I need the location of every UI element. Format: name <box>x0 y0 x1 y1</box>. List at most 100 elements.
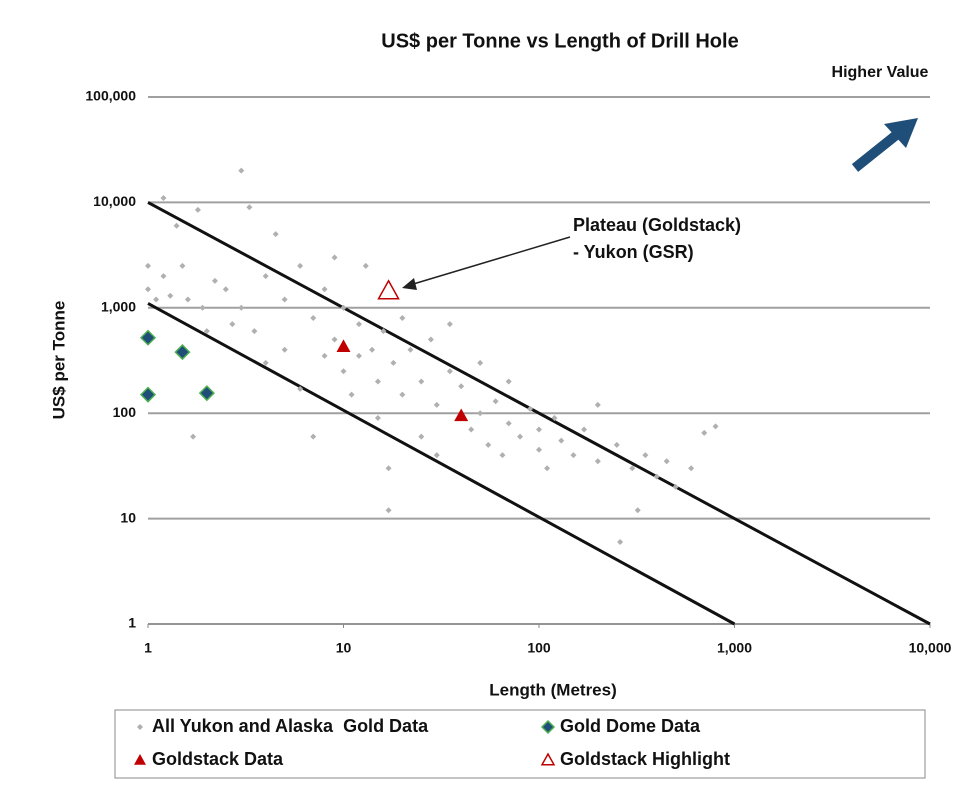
point <box>390 359 397 366</box>
point <box>174 344 191 361</box>
y-tick-label: 100 <box>113 404 137 420</box>
point <box>139 329 157 346</box>
y-axis-label: US$ per Tonne <box>49 301 68 420</box>
point <box>246 204 253 211</box>
point <box>492 398 499 405</box>
point <box>377 279 400 300</box>
x-tick-label: 1 <box>144 640 152 656</box>
point <box>517 433 524 440</box>
point <box>558 437 565 444</box>
point <box>477 359 484 366</box>
y-tick-label: 1 <box>128 615 136 631</box>
point <box>145 286 151 293</box>
point <box>194 206 201 213</box>
point <box>348 391 355 398</box>
point <box>653 473 660 480</box>
legend-marker <box>134 754 146 765</box>
point <box>418 378 425 385</box>
point <box>310 315 317 322</box>
point <box>321 286 328 293</box>
point <box>385 465 392 472</box>
point <box>380 328 387 335</box>
point <box>551 415 558 422</box>
point <box>262 273 269 280</box>
point <box>536 426 542 433</box>
point <box>167 292 174 299</box>
legend-label: Gold Dome Data <box>560 716 701 736</box>
point <box>505 378 512 385</box>
point <box>581 426 588 433</box>
point <box>418 433 425 440</box>
point <box>297 262 304 269</box>
x-tick-label: 10,000 <box>909 640 952 656</box>
point <box>642 452 649 459</box>
annotation-arrow <box>409 236 571 286</box>
point <box>485 441 492 448</box>
point <box>145 262 151 269</box>
point <box>262 359 269 366</box>
point <box>297 385 304 392</box>
higher-value-arrow <box>851 128 904 172</box>
point <box>153 296 160 303</box>
chart-title: US$ per Tonne vs Length of Drill Hole <box>381 30 738 52</box>
annotation-line: - Yukon (GSR) <box>573 242 694 262</box>
point <box>160 273 167 280</box>
point <box>594 401 601 408</box>
x-tick-label: 1,000 <box>717 640 752 656</box>
point <box>499 452 506 459</box>
point <box>160 195 167 202</box>
point <box>634 507 641 514</box>
point <box>629 465 636 472</box>
point <box>672 483 679 490</box>
y-tick-label: 10 <box>120 509 136 525</box>
point <box>190 433 197 440</box>
legend-label: Goldstack Highlight <box>560 749 730 769</box>
point <box>173 222 180 229</box>
point <box>399 391 406 398</box>
point <box>238 167 245 174</box>
legend-label: All Yukon and Alaska Gold Data <box>152 716 429 736</box>
point <box>570 452 577 459</box>
point <box>198 385 215 402</box>
legend-label: Goldstack Data <box>152 749 284 769</box>
point <box>385 507 392 514</box>
higher-value-arrowhead <box>884 118 918 148</box>
point <box>468 426 475 433</box>
point <box>251 328 258 335</box>
point <box>458 383 465 390</box>
point <box>399 315 406 322</box>
point <box>433 452 440 459</box>
point <box>179 262 186 269</box>
point <box>594 458 601 465</box>
point <box>238 304 245 311</box>
point <box>340 304 347 311</box>
legend-marker <box>540 752 556 766</box>
x-tick-label: 10 <box>336 640 352 656</box>
point <box>139 386 157 403</box>
point <box>355 321 362 328</box>
point <box>427 336 434 343</box>
point <box>184 296 191 303</box>
y-tick-label: 100,000 <box>85 88 136 104</box>
point <box>336 339 351 353</box>
point <box>362 262 369 269</box>
point <box>454 408 469 422</box>
point <box>407 346 414 353</box>
point <box>321 352 328 359</box>
point <box>374 378 381 385</box>
point <box>272 231 279 238</box>
point <box>433 401 440 408</box>
point <box>340 368 347 375</box>
reference-line <box>147 302 736 626</box>
corner-note: Higher Value <box>832 64 929 81</box>
x-axis-label: Length (Metres) <box>489 680 617 699</box>
point <box>613 441 620 448</box>
annotation-arrowhead <box>402 278 417 290</box>
y-tick-label: 1,000 <box>101 299 136 315</box>
point <box>374 415 381 422</box>
x-tick-label: 100 <box>527 640 551 656</box>
point <box>527 405 534 412</box>
point <box>446 368 453 375</box>
point <box>331 254 338 261</box>
